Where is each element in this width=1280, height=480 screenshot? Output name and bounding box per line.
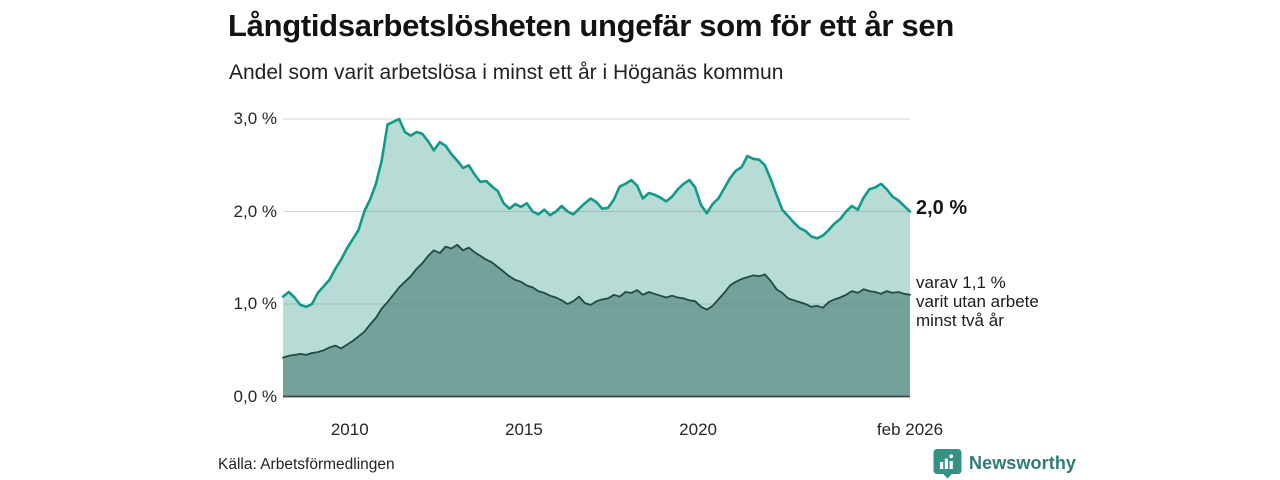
chart-subtitle: Andel som varit arbetslösa i minst ett å… bbox=[229, 61, 784, 84]
annotation-line: varav 1,1 % bbox=[916, 273, 1006, 292]
annotation-line: varit utan arbete bbox=[916, 292, 1039, 311]
y-tick-label: 1,0 % bbox=[233, 294, 277, 313]
x-tick-label: 2020 bbox=[679, 420, 717, 439]
x-tick-label: 2010 bbox=[330, 420, 369, 439]
y-tick-label: 0,0 % bbox=[233, 386, 277, 406]
y-tick-label: 3,0 % bbox=[233, 109, 277, 128]
secondary-series-annotation: varav 1,1 % varit utan arbete minst två … bbox=[916, 273, 1039, 330]
page-title: Långtidsarbetslösheten ungefär som för e… bbox=[228, 8, 955, 43]
y-tick-label: 2,0 % bbox=[233, 201, 277, 221]
annotation-line: minst två år bbox=[916, 311, 1004, 330]
series-end-value-label: 2,0 % bbox=[916, 197, 968, 219]
unemployed-two-years-line bbox=[282, 243, 911, 359]
source-attribution: Källa: Arbetsförmedlingen bbox=[218, 456, 395, 473]
x-tick-label: feb 2026 bbox=[876, 420, 944, 439]
newsworthy-logo: Newsworthy bbox=[933, 448, 1076, 479]
x-tick-label: 2015 bbox=[505, 420, 543, 439]
newsworthy-logo-text: Newsworthy bbox=[969, 453, 1077, 473]
newsworthy-logo-icon bbox=[933, 449, 962, 479]
unemployed-one-year-line bbox=[281, 117, 912, 309]
unemployed-two-years-area bbox=[283, 244, 910, 397]
